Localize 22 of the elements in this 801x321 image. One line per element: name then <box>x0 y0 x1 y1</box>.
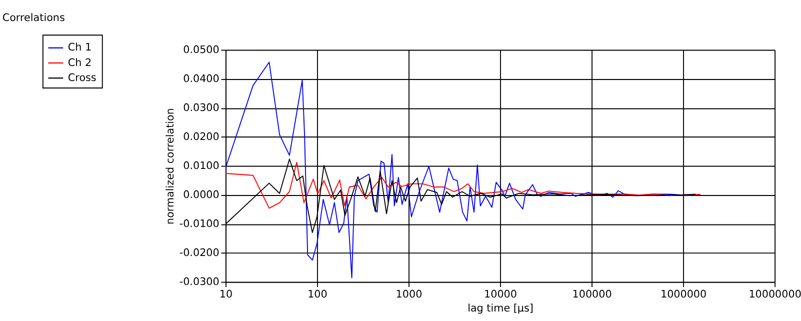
x-tick-label: 10000 <box>484 288 517 300</box>
x-tick-label: 1000 <box>396 288 422 300</box>
x-tick-label: 1000000 <box>660 288 707 300</box>
y-tick-label: 0.0500 <box>183 44 220 56</box>
x-tick-label: 100 <box>308 288 328 300</box>
y-tick-label: 0.0000 <box>183 189 220 202</box>
y-tick-label: 0.0200 <box>183 131 220 144</box>
legend-label: Cross <box>68 72 96 84</box>
legend-label: Ch 2 <box>68 56 92 69</box>
legend-label: Ch 1 <box>68 42 92 54</box>
text: Correlations <box>2 12 65 24</box>
y-tick-label: -0.0300 <box>179 276 220 288</box>
y-tick-label: -0.0100 <box>179 218 220 230</box>
x-tick-label: 100000 <box>572 288 612 300</box>
y-axis-title: normalized correlation <box>164 108 177 224</box>
x-axis-title: lag time [µs] <box>468 302 534 315</box>
y-tick-label: -0.0200 <box>179 247 220 260</box>
y-tick-label: 0.0400 <box>183 73 220 86</box>
x-tick-label: 10000000 <box>748 288 801 300</box>
x-tick-label: 10 <box>219 288 233 300</box>
y-tick-label: 0.0300 <box>183 102 220 114</box>
y-tick-label: 0.0100 <box>183 160 220 172</box>
